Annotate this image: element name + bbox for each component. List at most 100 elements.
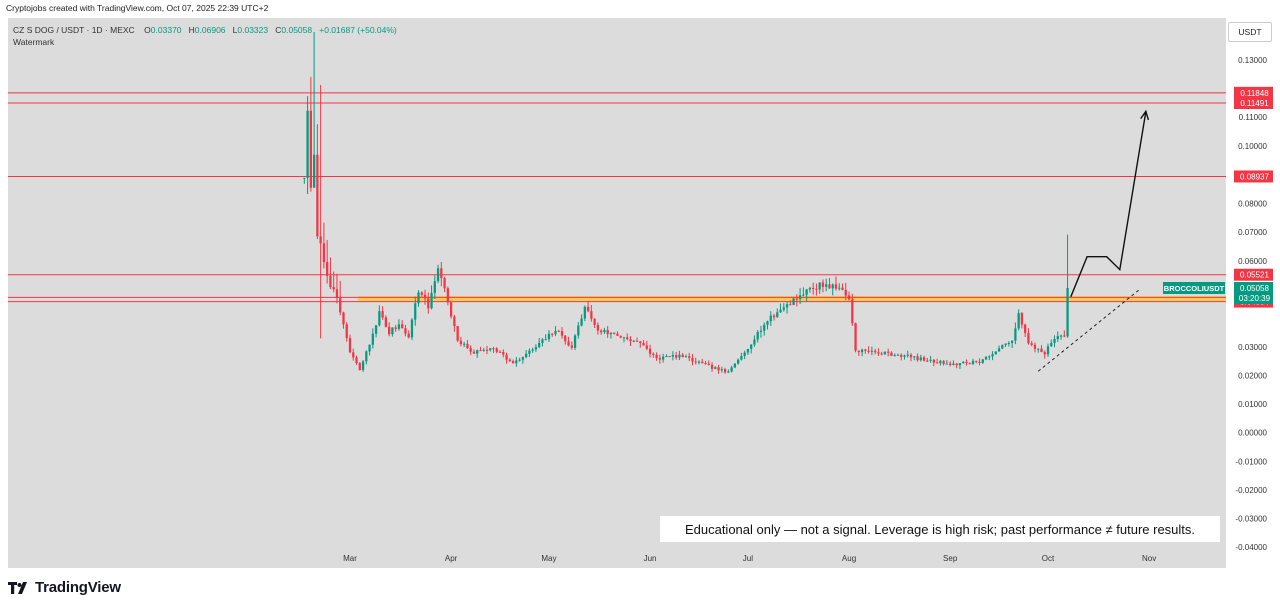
candle-body [407, 333, 410, 338]
candle-body [642, 343, 645, 346]
candle-body [603, 329, 606, 333]
candle-body [322, 243, 326, 263]
candle-body [873, 350, 877, 353]
candle-body [590, 311, 593, 319]
candle-body [606, 329, 609, 335]
candle-body [975, 360, 978, 362]
candle-body [397, 324, 401, 329]
price-level-tag [1234, 268, 1273, 281]
candle-body [423, 294, 427, 299]
chart-area[interactable]: 0.130000.110000.100000.090000.080000.070… [8, 18, 1273, 568]
current-price-label: 0.05058 [1240, 284, 1269, 293]
candle-body [524, 353, 528, 358]
disclaimer-text: Educational only — not a signal. Leverag… [660, 516, 1220, 542]
candle-body [567, 341, 570, 346]
candle-body [782, 307, 785, 310]
candle-body [841, 287, 844, 290]
candle-body [1004, 343, 1007, 346]
y-tick-label: -0.01000 [1235, 457, 1267, 466]
candle-body [655, 354, 658, 359]
candle-body [573, 335, 577, 348]
candle-body [622, 337, 626, 339]
candle-body [394, 327, 397, 329]
candle-body [469, 348, 472, 352]
tradingview-logo[interactable]: TradingView [8, 579, 121, 596]
ohlc-high-value: 0.06906 [194, 25, 226, 35]
candle-body [707, 363, 710, 365]
candle-body [792, 298, 795, 305]
candle-body [678, 354, 681, 358]
ohlc-open-label: O [144, 25, 151, 35]
candle-body [880, 353, 883, 355]
candle-body [945, 363, 949, 365]
candle-body [1063, 335, 1066, 337]
candle-body [913, 356, 916, 358]
candle-body [717, 367, 720, 371]
candle-body [844, 289, 847, 296]
candle-body [557, 330, 560, 332]
price-level-tag-label: 0.11848 [1240, 89, 1269, 98]
candle-body [355, 357, 358, 364]
y-tick-label: 0.07000 [1238, 228, 1267, 237]
candle-body [453, 316, 456, 327]
candle-body [648, 348, 652, 354]
symbol-name: CZ S DOG / USDT · 1D · MEXC [13, 25, 135, 35]
candle-body [459, 340, 463, 345]
candle-body [991, 354, 994, 357]
candle-body [812, 287, 815, 289]
candle-body [795, 298, 798, 300]
candle-body [857, 350, 860, 353]
candle-body [838, 287, 841, 289]
chart-caption: Cryptojobs created with TradingView.com,… [6, 3, 269, 13]
candle-body [472, 351, 476, 354]
x-tick-label: May [541, 554, 556, 563]
candle-body [401, 324, 404, 329]
candle-body [955, 363, 958, 366]
candle-body [815, 288, 818, 290]
candle-body [387, 326, 391, 335]
candle-body [639, 341, 642, 344]
candle-body [798, 295, 802, 300]
currency-selector-button[interactable]: USDT [1228, 22, 1272, 42]
candle-body [684, 356, 688, 358]
candle-body [1024, 324, 1027, 334]
candle-body [877, 352, 880, 354]
price-level-tag [1234, 97, 1273, 110]
candle-body [1007, 342, 1011, 344]
candle-body [736, 359, 740, 364]
candle-body [1033, 344, 1037, 349]
candle-body [427, 298, 430, 309]
candle-body [368, 344, 371, 352]
candle-body [1030, 343, 1033, 345]
candle-body [570, 345, 573, 348]
candle-body [981, 359, 984, 363]
candle-body [688, 356, 691, 358]
candle-body [365, 351, 368, 362]
candle-body [1010, 340, 1014, 343]
candle-body [554, 330, 557, 335]
candle-body [629, 339, 632, 342]
candle-body [939, 360, 942, 364]
candle-body [766, 321, 769, 325]
y-tick-label: 0.01000 [1238, 400, 1267, 409]
candle-body [583, 306, 586, 319]
candle-body [851, 299, 854, 324]
candle-body [883, 351, 887, 355]
candle-body [887, 351, 890, 353]
candle-body [466, 343, 469, 349]
price-level-tag-label: 0.11491 [1240, 99, 1269, 108]
candle-body [505, 354, 508, 360]
candle-body [661, 356, 665, 360]
candlestick-chart[interactable]: 0.130000.110000.100000.090000.080000.070… [8, 18, 1273, 568]
candle-body [1017, 312, 1020, 329]
candle-body [854, 323, 857, 351]
y-tick-label: 0.02000 [1238, 372, 1267, 381]
candle-body [613, 332, 616, 334]
candle-body [828, 284, 831, 289]
candle-body [645, 345, 648, 349]
candle-body [805, 289, 808, 295]
candle-body [1001, 345, 1004, 349]
candle-body [691, 357, 694, 362]
candle-body [825, 284, 828, 287]
candle-body [303, 177, 306, 179]
